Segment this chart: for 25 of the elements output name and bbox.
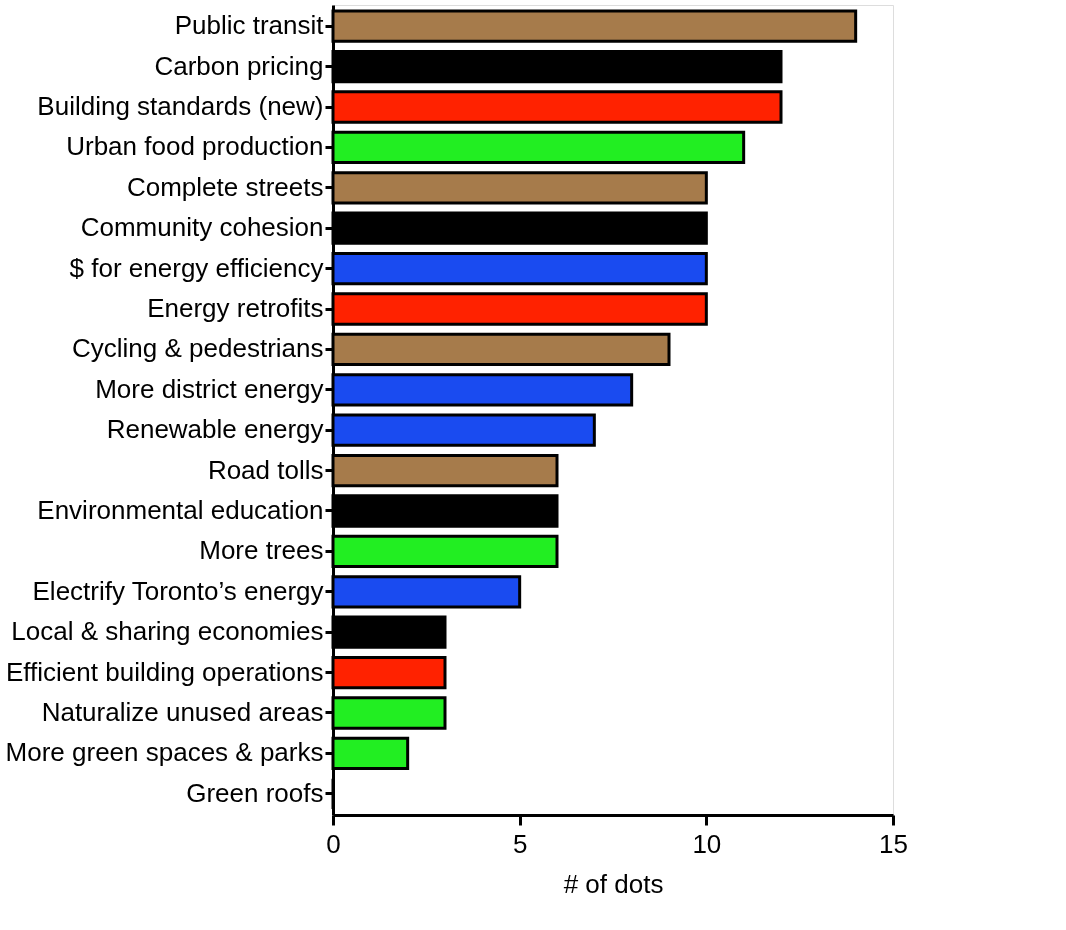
y-tick-label: More green spaces & parks — [5, 737, 324, 768]
y-tick-label: Cycling & pedestrians — [72, 333, 324, 364]
x-tick-label: 0 — [326, 828, 341, 859]
y-tick-label: Public transit — [174, 10, 325, 41]
y-tick-label: $ for energy efficiency — [69, 252, 324, 283]
y-tick-label: Naturalize unused areas — [41, 696, 324, 727]
y-tick-label: Building standards (new) — [37, 91, 324, 122]
y-tick-label: Renewable energy — [106, 414, 324, 445]
y-tick-label: Carbon pricing — [154, 50, 324, 81]
y-tick-label: Environmental education — [37, 495, 324, 525]
x-axis-title: # of dots — [563, 868, 664, 899]
y-tick-label: Efficient building operations — [5, 656, 324, 687]
y-tick-label: Road tolls — [207, 454, 324, 485]
y-tick-label: Electrify Toronto’s energy — [32, 575, 324, 606]
x-tick-label: 10 — [692, 828, 722, 859]
y-tick-label: Urban food production — [66, 131, 324, 162]
y-tick-label: Energy retrofits — [147, 293, 324, 323]
y-tick-label: Complete streets — [126, 171, 324, 202]
y-tick-label: More trees — [199, 535, 324, 566]
x-tick-label: 5 — [512, 828, 528, 859]
x-tick-label: 15 — [879, 828, 908, 859]
y-tick-label: Green roofs — [186, 777, 324, 808]
y-tick-label: Local & sharing economies — [11, 616, 324, 647]
y-tick-label: More district energy — [95, 373, 324, 404]
y-tick-label: Community cohesion — [80, 212, 324, 243]
